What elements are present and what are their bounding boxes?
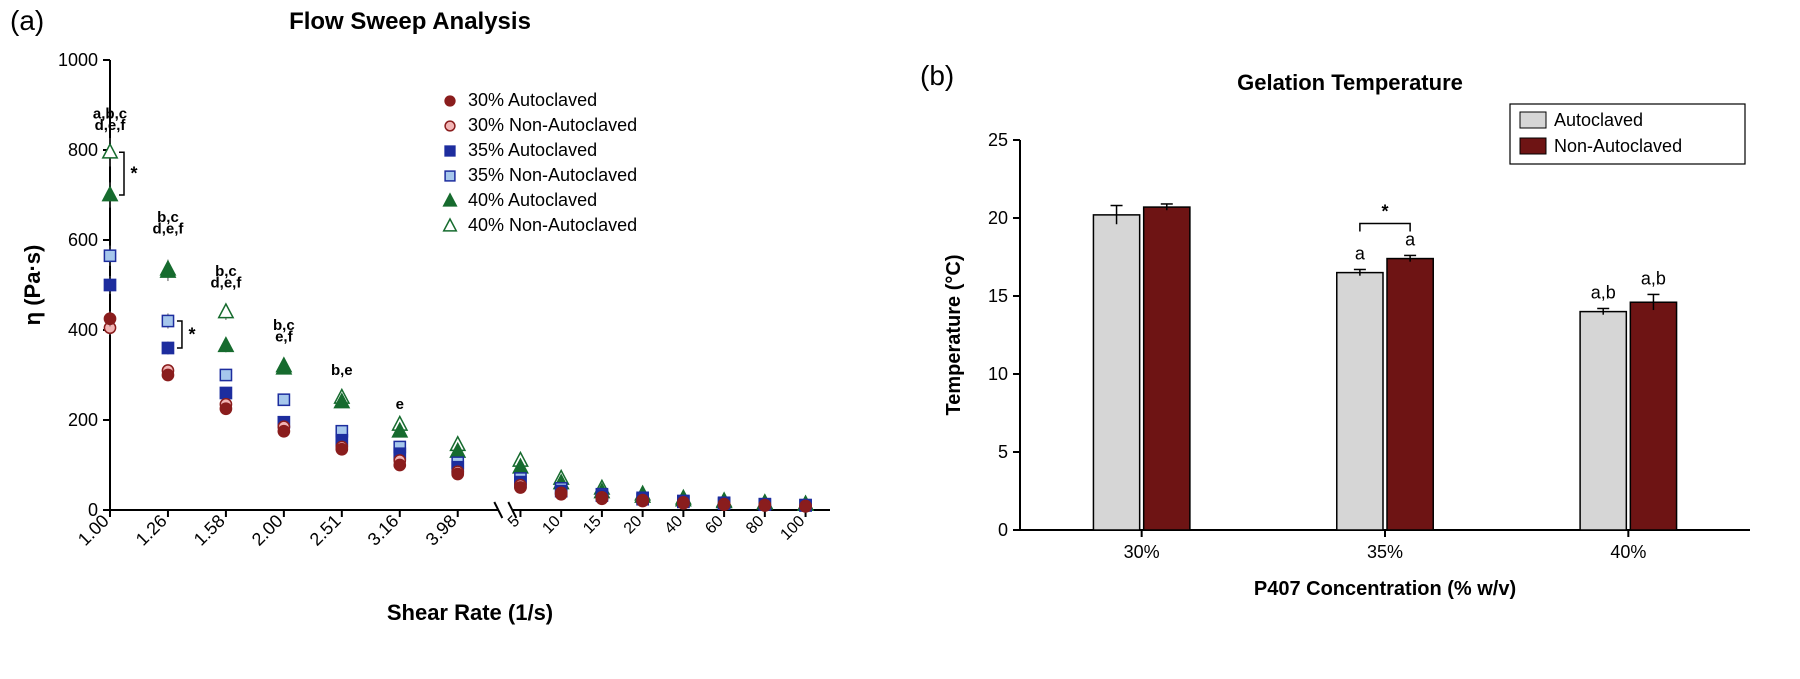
svg-text:2.51: 2.51 [306, 511, 345, 550]
panel-b-label: (b) [920, 60, 954, 92]
svg-text:0: 0 [998, 520, 1008, 540]
panel-a-title: Flow Sweep Analysis [60, 8, 760, 36]
svg-text:3.16: 3.16 [364, 511, 403, 550]
svg-text:Non-Autoclaved: Non-Autoclaved [1554, 136, 1682, 156]
legend-item: 35% Non-Autoclaved [440, 165, 637, 186]
panel-a-legend: 30% Autoclaved 30% Non-Autoclaved 35% Auto… [440, 90, 637, 240]
svg-text:15: 15 [988, 286, 1008, 306]
legend-item: 35% Autoclaved [440, 140, 637, 161]
svg-text:a,b: a,b [1641, 268, 1666, 288]
panel-b-title: Gelation Temperature [1000, 70, 1700, 96]
svg-text:3.98: 3.98 [422, 511, 461, 550]
svg-text:20: 20 [988, 208, 1008, 228]
svg-text:1.58: 1.58 [190, 511, 229, 550]
svg-text:d,e,f: d,e,f [153, 220, 185, 237]
svg-text:P407 Concentration (% w/v): P407 Concentration (% w/v) [1254, 578, 1516, 600]
legend-item: 30% Autoclaved [440, 90, 637, 111]
svg-text:*: * [130, 164, 137, 184]
svg-text:2.00: 2.00 [248, 511, 287, 550]
svg-text:400: 400 [68, 320, 98, 340]
svg-text:Shear Rate (1/s): Shear Rate (1/s) [387, 600, 553, 625]
svg-text:a: a [1405, 229, 1416, 249]
svg-text:*: * [188, 325, 195, 345]
svg-text:1.00: 1.00 [74, 511, 113, 550]
legend-item: 40% Autoclaved [440, 190, 637, 211]
svg-text:a,b: a,b [1591, 282, 1616, 302]
svg-text:35%: 35% [1367, 542, 1403, 562]
figure-root: (a) Flow Sweep Analysis 0 200 400 600 800 100… [0, 0, 1800, 679]
svg-text:d,e,f: d,e,f [210, 274, 242, 291]
svg-text:600: 600 [68, 230, 98, 250]
svg-text:e: e [396, 396, 404, 413]
svg-text:η (Pa·s): η (Pa·s) [20, 245, 45, 326]
panel-a-label: (a) [10, 5, 44, 37]
svg-text:40%: 40% [1610, 542, 1646, 562]
svg-text:800: 800 [68, 140, 98, 160]
svg-text:5: 5 [998, 442, 1008, 462]
svg-text:Autoclaved: Autoclaved [1554, 110, 1643, 130]
svg-text:1.26: 1.26 [132, 511, 171, 550]
svg-text:d,e,f: d,e,f [95, 117, 127, 134]
svg-text:a: a [1355, 243, 1366, 263]
legend-item: 40% Non-Autoclaved [440, 215, 637, 236]
svg-text:30%: 30% [1124, 542, 1160, 562]
svg-text:*: * [1381, 201, 1388, 221]
panel-b-legend: Autoclaved Non-Autoclaved [1510, 104, 1745, 164]
svg-text:100: 100 [777, 513, 808, 544]
svg-text:200: 200 [68, 410, 98, 430]
panel-b-chart: 0 5 10 15 20 25 30% 35% 40% a a a,b a,b * Temperature … [920, 100, 1790, 660]
svg-text:10: 10 [988, 364, 1008, 384]
svg-text:Temperature (°C): Temperature (°C) [943, 255, 965, 416]
svg-text:e,f: e,f [275, 328, 294, 345]
svg-text:b,e: b,e [331, 362, 353, 379]
svg-text:1000: 1000 [58, 50, 98, 70]
panel-a-chart: 020040060080010001.001.261.582.002.513.1… [0, 40, 870, 670]
svg-text:25: 25 [988, 130, 1008, 150]
legend-item: 30% Non-Autoclaved [440, 115, 637, 136]
